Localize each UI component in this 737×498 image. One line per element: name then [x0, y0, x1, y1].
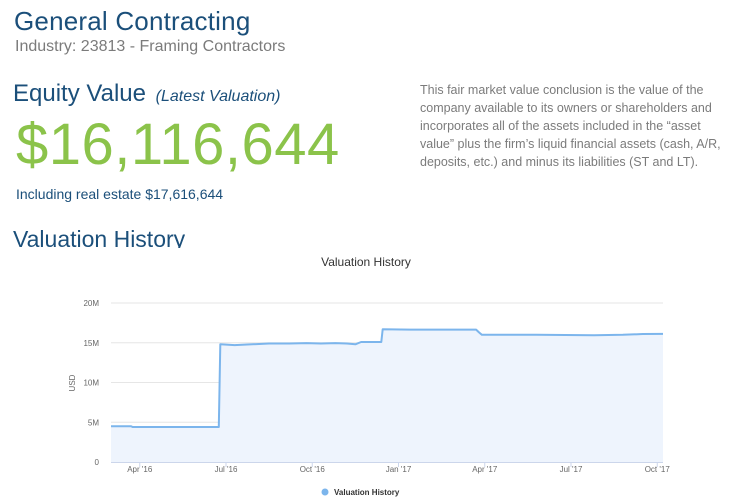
- x-axis: Apr '16 Jul '16 Oct '16 Jan '17 Apr '17 Jul '…: [111, 462, 670, 474]
- chart-plot-area: [111, 328, 664, 462]
- series-line-valuation-history: [111, 328, 664, 428]
- real-estate-note: Including real estate $17,616,644: [16, 186, 224, 202]
- legend-label-valuation-history[interactable]: Valuation History: [334, 488, 400, 497]
- y-tick-label-0: 0: [95, 458, 100, 467]
- legend-marker-valuation-history[interactable]: [321, 488, 329, 496]
- equity-value-amount: $16,116,644: [16, 112, 340, 177]
- chart-title: Valuation History: [321, 255, 411, 269]
- y-axis-title: USD: [68, 374, 77, 391]
- series-area-valuation-history: [111, 329, 663, 462]
- y-axis-labels: 0 5M 10M 15M 20M: [83, 299, 99, 467]
- equity-heading-text: Equity Value: [13, 80, 146, 107]
- x-tick-label-1: Jul '16: [215, 465, 238, 474]
- x-tick-label-3: Jan '17: [386, 465, 412, 474]
- equity-value-heading: Equity Value (Latest Valuation): [13, 80, 280, 108]
- industry-label: Industry: 23813 - Framing Contractors: [15, 38, 286, 55]
- x-tick-label-0: Apr '16: [127, 465, 153, 474]
- chart-legend[interactable]: Valuation History: [321, 488, 400, 497]
- valuation-description: This fair market value conclusion is the…: [420, 83, 721, 169]
- valuation-history-heading: Valuation History: [13, 226, 186, 248]
- latest-valuation-subheading: (Latest Valuation): [155, 88, 281, 105]
- x-tick-label-2: Oct '16: [300, 465, 326, 474]
- y-tick-label-4: 20M: [83, 299, 99, 308]
- y-tick-label-2: 10M: [83, 379, 99, 388]
- y-tick-label-1: 5M: [88, 418, 99, 427]
- x-tick-label-5: Jul '17: [560, 465, 583, 474]
- valuation-history-chart: Valuation History 0 5M 10M 15M 20M USD Apr '…: [68, 255, 670, 497]
- company-name: General Contracting: [14, 6, 251, 36]
- x-tick-label-6: Oct '17: [645, 465, 671, 474]
- x-tick-label-4: Apr '17: [472, 465, 498, 474]
- y-tick-label-3: 15M: [83, 339, 99, 348]
